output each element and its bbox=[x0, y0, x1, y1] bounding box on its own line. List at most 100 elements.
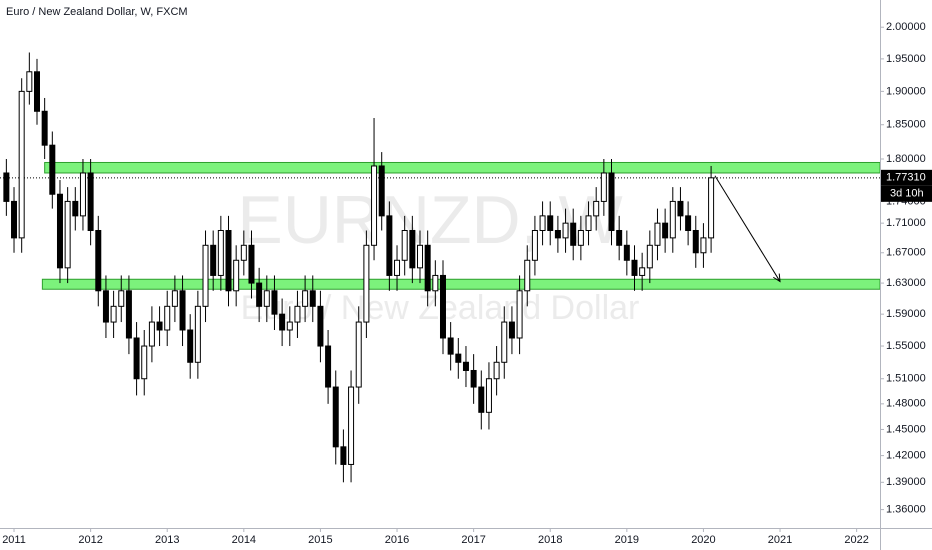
y-tick-label: 1.67000 bbox=[886, 247, 926, 259]
y-tick-label: 1.85000 bbox=[886, 119, 926, 131]
candle-body bbox=[685, 215, 692, 231]
candle-body bbox=[125, 290, 132, 339]
candle-body bbox=[156, 321, 163, 331]
candle-body bbox=[394, 259, 401, 276]
candle-body bbox=[692, 229, 699, 254]
candle-body bbox=[639, 267, 646, 276]
candle-body bbox=[654, 222, 661, 246]
candle-body bbox=[286, 321, 293, 331]
candle-body bbox=[225, 229, 232, 292]
candle-body bbox=[41, 110, 48, 146]
y-tick-label: 1.59000 bbox=[886, 308, 926, 320]
candle-body bbox=[669, 200, 676, 239]
y-tick-label: 1.95000 bbox=[886, 53, 926, 65]
candle-body bbox=[340, 446, 347, 465]
candle-body bbox=[401, 229, 408, 261]
candle-body bbox=[547, 215, 554, 231]
candle-body bbox=[417, 244, 424, 269]
candle-body bbox=[202, 244, 209, 307]
candle-body bbox=[554, 229, 561, 239]
candle-body bbox=[470, 369, 477, 388]
candle-body bbox=[325, 345, 332, 388]
candle-body bbox=[179, 290, 186, 331]
y-tick-label: 1.80000 bbox=[886, 153, 926, 165]
x-tick-label: 2018 bbox=[538, 534, 562, 546]
candle-body bbox=[447, 337, 454, 355]
candle-body bbox=[217, 229, 224, 276]
support-resistance-zone bbox=[44, 161, 881, 174]
candle-body bbox=[493, 361, 500, 380]
candle-body bbox=[332, 386, 339, 448]
support-resistance-zone bbox=[41, 278, 881, 290]
y-tick-label: 1.45000 bbox=[886, 423, 926, 435]
x-tick-label: 2016 bbox=[385, 534, 409, 546]
y-tick-label: 1.63000 bbox=[886, 277, 926, 289]
candle-body bbox=[87, 172, 94, 231]
candle-body bbox=[478, 386, 485, 413]
candle-body bbox=[248, 244, 255, 284]
candle-body bbox=[600, 172, 607, 202]
candle-body bbox=[485, 378, 492, 413]
candle-body bbox=[171, 290, 178, 307]
candle-body bbox=[355, 321, 362, 388]
y-tick-label: 1.71000 bbox=[886, 217, 926, 229]
y-tick-label: 1.55000 bbox=[886, 340, 926, 352]
candle-body bbox=[26, 71, 33, 92]
candle-body bbox=[302, 290, 309, 307]
candle-body bbox=[677, 200, 684, 217]
x-tick-label: 2017 bbox=[461, 534, 485, 546]
y-tick-label: 1.42000 bbox=[886, 450, 926, 462]
candle-body bbox=[700, 237, 707, 254]
candle-body bbox=[233, 259, 240, 292]
candle-body bbox=[256, 282, 263, 307]
countdown-label: 3d 10h bbox=[890, 188, 924, 200]
y-tick-label: 1.48000 bbox=[886, 398, 926, 410]
y-tick-label: 1.36000 bbox=[886, 504, 926, 516]
x-tick-label: 2011 bbox=[2, 534, 26, 546]
candle-body bbox=[95, 229, 102, 292]
x-tick-label: 2022 bbox=[844, 534, 868, 546]
candle-body bbox=[72, 200, 79, 217]
candle-body bbox=[348, 386, 355, 465]
candle-body bbox=[210, 244, 217, 276]
candle-body bbox=[662, 222, 669, 239]
x-tick-label: 2020 bbox=[691, 534, 715, 546]
plot bbox=[0, 52, 881, 483]
candle-body bbox=[501, 321, 508, 363]
candle-body bbox=[531, 229, 538, 261]
candle-body bbox=[141, 345, 148, 380]
candle-body bbox=[148, 321, 155, 347]
candle-body bbox=[371, 165, 378, 246]
chart-title: Euro / New Zealand Dollar, W, FXCM bbox=[6, 6, 188, 18]
candle-body bbox=[608, 172, 615, 231]
candle-body bbox=[118, 290, 125, 307]
candle-body bbox=[516, 290, 523, 339]
candle-body bbox=[386, 215, 393, 276]
candle-body bbox=[309, 290, 316, 307]
candle-body bbox=[577, 229, 584, 246]
y-tick-label: 1.51000 bbox=[886, 373, 926, 385]
x-tick-label: 2021 bbox=[768, 534, 792, 546]
candle-body bbox=[64, 200, 71, 269]
y-tick-label: 2.00000 bbox=[886, 21, 926, 33]
candle-body bbox=[79, 172, 86, 217]
candle-body bbox=[33, 71, 40, 112]
candle-body bbox=[164, 305, 171, 331]
candle-body bbox=[240, 244, 247, 261]
candle-body bbox=[3, 172, 10, 202]
candle-body bbox=[708, 177, 715, 239]
candle-body bbox=[363, 244, 370, 323]
candle-body bbox=[646, 244, 653, 269]
candle-body bbox=[432, 274, 439, 292]
y-tick-label: 1.39000 bbox=[886, 476, 926, 488]
y-tick-label: 1.90000 bbox=[886, 85, 926, 97]
x-tick-label: 2019 bbox=[615, 534, 639, 546]
x-tick-label: 2015 bbox=[308, 534, 332, 546]
candle-body bbox=[439, 274, 446, 339]
candle-body bbox=[49, 144, 56, 195]
candle-body bbox=[263, 290, 270, 307]
candle-body bbox=[409, 229, 416, 269]
candle-body bbox=[102, 290, 109, 323]
